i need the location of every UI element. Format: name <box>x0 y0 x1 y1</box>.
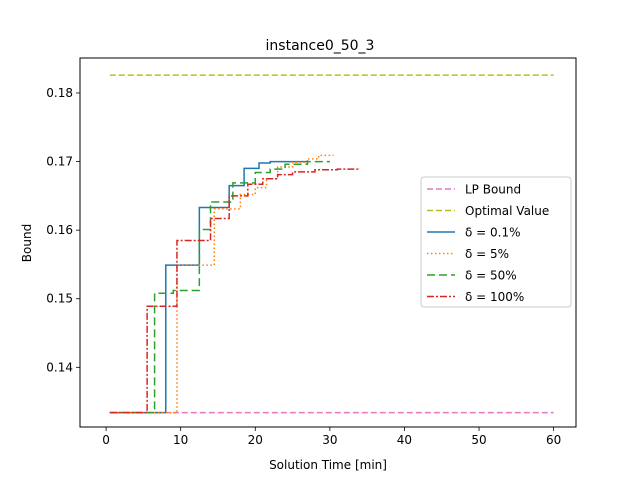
x-tick-label: 30 <box>322 433 337 447</box>
legend-label-lp-bound: LP Bound <box>465 183 521 197</box>
y-tick-label: 0.18 <box>46 86 73 100</box>
y-tick-label: 0.17 <box>46 155 73 169</box>
series-layer <box>109 74 554 414</box>
legend-entries: LP Bound Optimal Value δ = 0.1% δ = 5% δ = 5… <box>427 183 549 304</box>
y-tick-label: 0.16 <box>46 223 73 237</box>
plot-frame <box>79 57 577 428</box>
series-line-delta-50pct <box>109 160 330 414</box>
y-tick-label: 0.14 <box>46 360 73 374</box>
legend: LP Bound Optimal Value δ = 0.1% δ = 5% δ = 5… <box>420 176 572 308</box>
legend-label-delta-0-1pct: δ = 0.1% <box>465 226 521 240</box>
legend-label-delta-100pct: δ = 100% <box>465 290 524 304</box>
x-tick-label: 40 <box>397 433 412 447</box>
x-axis-ticks: 0 10 20 30 40 50 60 <box>102 427 561 447</box>
legend-label-delta-50pct: δ = 50% <box>465 269 517 283</box>
legend-label-optimal-value: Optimal Value <box>465 204 549 218</box>
legend-box <box>420 176 572 308</box>
chart-title: instance0_50_3 <box>266 38 375 54</box>
x-tick-label: 50 <box>471 433 486 447</box>
x-tick-label: 0 <box>102 433 110 447</box>
x-tick-label: 10 <box>173 433 188 447</box>
legend-label-delta-5pct: δ = 5% <box>465 247 509 261</box>
y-axis-label: Bound <box>20 224 34 262</box>
x-tick-label: 20 <box>248 433 263 447</box>
x-axis-label: Solution Time [min] <box>269 458 387 472</box>
series-line-delta-5pct <box>109 154 334 414</box>
x-tick-label: 60 <box>546 433 561 447</box>
y-tick-label: 0.15 <box>46 292 73 306</box>
series-line-delta-100pct <box>109 168 361 414</box>
y-axis-ticks: 0.14 0.15 0.16 0.17 0.18 <box>46 86 80 374</box>
